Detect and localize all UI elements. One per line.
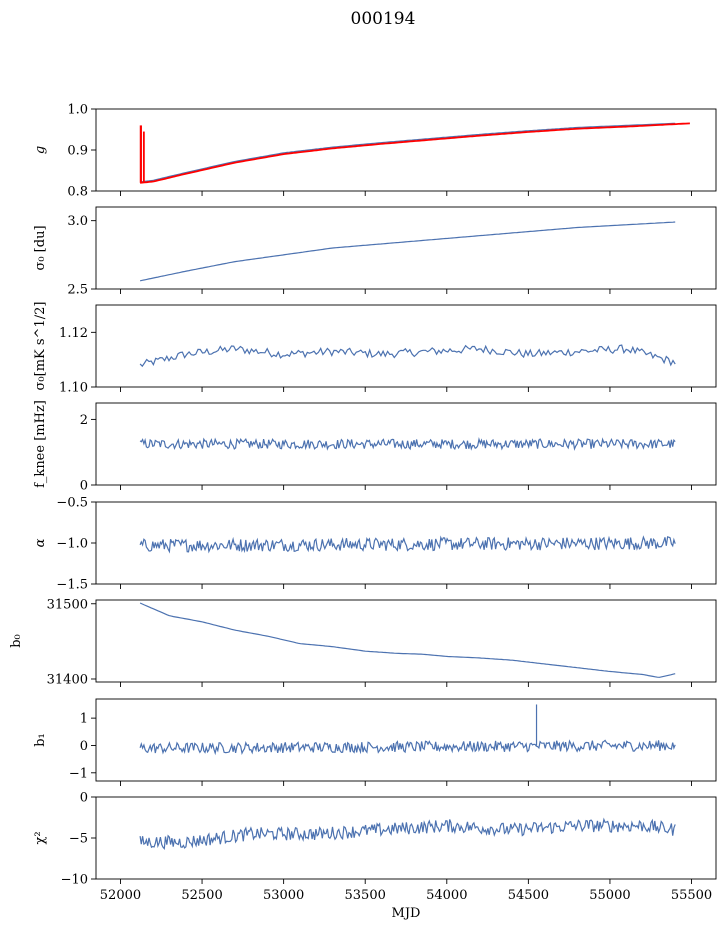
series-line	[139, 535, 676, 554]
y-axis-label: g	[33, 146, 48, 154]
figure-title: 000194	[351, 9, 416, 29]
y-tick-label: 0.9	[67, 144, 88, 159]
y-tick-label: 0	[80, 791, 88, 806]
panel-2: 2.5 3.0 σ₀ [du]	[33, 206, 717, 298]
y-tick-label: 0.8	[67, 185, 88, 200]
panel-1: 0.8 0.9 1.0 g	[33, 103, 717, 200]
panel-5: −1.5 −1.0 −0.5 α	[33, 496, 717, 593]
y-tick-label: 31500	[47, 597, 88, 612]
axes-frame	[95, 304, 717, 388]
series-line	[139, 344, 676, 368]
y-axis-label: σ₀[mK s^1/2]	[33, 302, 48, 391]
x-axis-label: MJD	[392, 906, 421, 921]
panel-8: −10 −5 0 χ² 52000 52500 53000 53500 54000 54500 55…	[33, 791, 717, 921]
panel-4: 0 2 f_knee [mHz]	[33, 400, 717, 494]
y-tick-label: 2	[80, 413, 88, 428]
panel-3: 1.10 1.12 σ₀[mK s^1/2]	[33, 302, 717, 396]
y-tick-label: −1.0	[56, 537, 88, 552]
panels: 0.8 0.9 1.0 g 2.5 3.0 σ₀ [du] 1.10 1.12 σ₀[mK s^1…	[9, 103, 717, 921]
y-tick-label: 1.0	[67, 103, 88, 118]
x-tick-label: 54500	[508, 888, 549, 903]
y-tick-label: 1	[80, 712, 88, 727]
series-line	[139, 739, 676, 756]
y-tick-label: 1.12	[59, 326, 88, 341]
y-axis-label: f_knee [mHz]	[33, 400, 48, 488]
panel-7: −1 0 1 b₁	[33, 698, 717, 786]
axes-frame	[95, 206, 717, 290]
x-tick-label: 53000	[263, 888, 304, 903]
y-axis-label: σ₀ [du]	[33, 225, 48, 270]
y-tick-label: 1.10	[59, 381, 88, 396]
axes-frame	[95, 796, 717, 880]
axes-frame	[95, 402, 717, 486]
y-axis-label: α	[33, 538, 48, 547]
series-line	[140, 122, 690, 184]
series-line	[139, 817, 676, 850]
y-tick-label: 0	[80, 479, 88, 494]
x-tick-label: 53500	[345, 888, 386, 903]
y-tick-label: −1	[69, 766, 88, 781]
axes-frame	[95, 698, 717, 782]
series-line	[140, 122, 676, 183]
x-tick-label: 52000	[100, 888, 141, 903]
y-tick-label: 31400	[47, 672, 88, 687]
y-axis-label: b₁	[33, 733, 48, 747]
y-axis-label: b₀	[9, 634, 24, 648]
x-tick-label: 52500	[181, 888, 222, 903]
axes-frame	[95, 501, 717, 585]
axes-frame	[95, 108, 717, 192]
axes-frame	[95, 599, 717, 683]
series-line	[139, 602, 676, 678]
y-tick-label: −5	[69, 832, 88, 847]
series-line	[139, 221, 676, 282]
series-line	[139, 436, 676, 451]
x-tick-label: 55000	[589, 888, 630, 903]
x-tick-label: 54000	[426, 888, 467, 903]
y-tick-label: −10	[61, 873, 88, 888]
panel-6: 31400 31500 b₀	[9, 597, 717, 687]
y-tick-label: 3.0	[67, 214, 88, 229]
y-tick-label: −0.5	[56, 496, 88, 511]
y-tick-label: 2.5	[67, 283, 88, 298]
y-tick-label: 0	[80, 739, 88, 754]
x-tick-label: 55500	[671, 888, 712, 903]
y-tick-label: −1.5	[56, 578, 88, 593]
y-axis-label: χ²	[33, 831, 48, 844]
